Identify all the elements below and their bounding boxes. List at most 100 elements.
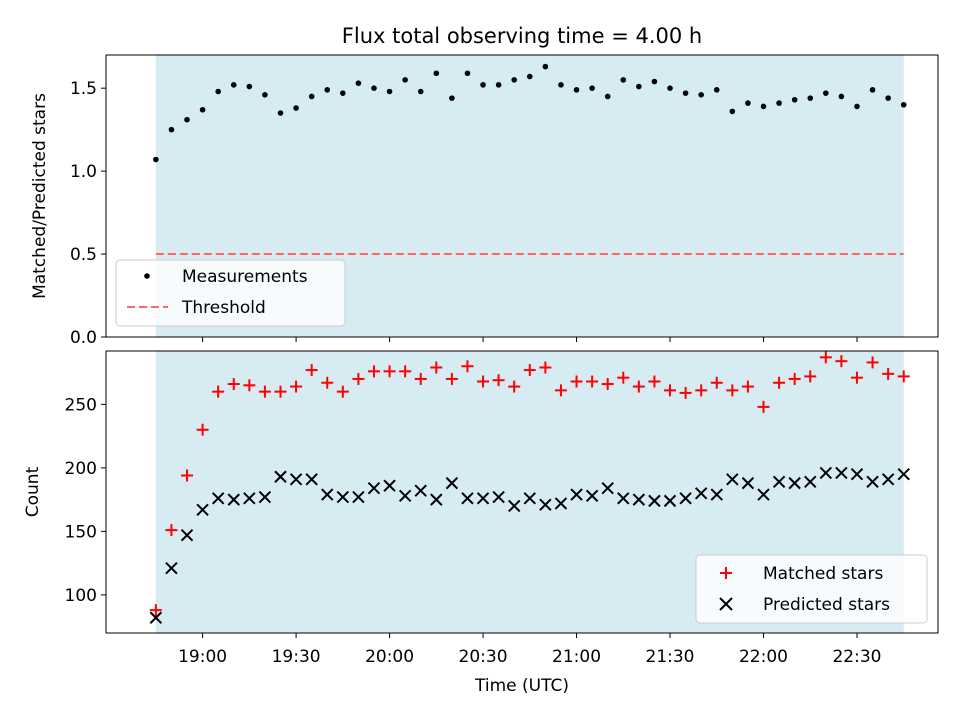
measurement-point — [558, 82, 564, 88]
matched-star-point — [554, 384, 567, 397]
legend-predicted-marker — [719, 597, 733, 611]
x-tick-label: 22:00 — [739, 647, 788, 667]
matched-star-point — [850, 371, 863, 384]
top-y-tick-label: 0.0 — [70, 328, 97, 348]
bottom-axes-frame — [105, 350, 939, 634]
measurement-point — [885, 95, 891, 101]
predicted-star-point — [648, 494, 661, 508]
predicted-star-point — [726, 473, 739, 486]
bottom-y-tick-label: 250 — [65, 395, 97, 415]
matched-star-point — [695, 384, 708, 397]
predicted-star-point — [414, 484, 427, 497]
predicted-star-point — [383, 479, 396, 492]
matched-star-point — [632, 380, 645, 393]
x-tick-label: 20:00 — [365, 647, 414, 667]
matched-star-point — [477, 375, 490, 388]
legend-threshold-label: Threshold — [181, 298, 266, 318]
matched-star-point — [819, 351, 832, 364]
top-y-tick-label: 1.0 — [70, 162, 97, 182]
matched-star-point — [367, 365, 380, 378]
predicted-star-point — [523, 492, 536, 505]
predicted-star-point — [430, 493, 443, 506]
matched-star-point — [445, 372, 458, 385]
matched-star-point — [430, 361, 443, 374]
predicted-star-point — [445, 476, 459, 490]
matched-star-point — [383, 365, 396, 378]
predicted-star-point — [492, 490, 505, 504]
measurement-point — [636, 83, 642, 90]
predicted-star-point — [601, 481, 614, 495]
measurement-point — [823, 90, 829, 96]
predicted-star-point — [570, 488, 583, 501]
bottom-y-tick-label: 150 — [65, 522, 97, 542]
matched-star-point — [586, 375, 599, 388]
matched-star-point — [804, 370, 817, 383]
matched-star-point — [399, 365, 412, 378]
predicted-star-point — [617, 492, 630, 505]
matched-star-point — [212, 385, 225, 398]
predicted-star-point — [866, 475, 879, 489]
predicted-star-point — [227, 493, 240, 506]
predicted-star-point — [258, 490, 272, 504]
matched-star-point — [321, 376, 334, 389]
matched-star-point — [835, 355, 848, 368]
bottom-x-ticks: 19:00 19:30 20:00 20:30 21:00 21:30 22:00 22:30 — [178, 633, 881, 667]
measurement-point — [246, 83, 253, 90]
bottom-y-axis-label: Count — [23, 466, 43, 517]
matched-star-point — [648, 375, 661, 388]
measurement-point — [682, 90, 689, 96]
top-legend-box — [115, 259, 346, 327]
predicted-star-point — [710, 488, 723, 501]
x-axis-label: Time (UTC) — [474, 676, 569, 696]
measurement-point — [526, 73, 533, 80]
legend-matched-marker — [720, 567, 732, 579]
predicted-star-point — [243, 492, 256, 505]
measurement-point — [340, 90, 346, 96]
predicted-star-point — [476, 492, 490, 505]
top-y-axis-label: Matched/Predicted stars — [30, 93, 50, 299]
matched-star-point — [492, 374, 505, 387]
matched-star-point — [570, 375, 583, 388]
measurement-point — [449, 95, 455, 101]
top-y-ticks: 0.0 0.5 1.0 1.5 — [70, 79, 106, 348]
measurement-point — [293, 105, 299, 111]
measurement-point — [262, 92, 268, 98]
x-tick-label: 19:30 — [272, 647, 321, 667]
predicted-star-point — [897, 468, 910, 481]
matched-star-point — [757, 400, 770, 413]
legend-measurements-label: Measurements — [182, 267, 308, 287]
matched-star-point — [336, 385, 349, 398]
predicted-star-point — [772, 475, 786, 489]
measurement-point — [168, 126, 175, 133]
matched-star-point — [523, 364, 536, 377]
measurement-point — [308, 93, 315, 100]
matched-star-point — [461, 360, 474, 373]
measurement-point — [495, 82, 502, 88]
measurement-point — [651, 78, 658, 85]
predicted-star-point — [352, 490, 365, 504]
matched-star-point — [897, 370, 910, 383]
predicted-star-point — [835, 466, 848, 480]
measurement-point — [589, 85, 595, 91]
measurement-point — [386, 88, 393, 95]
matched-star-point — [305, 364, 318, 377]
matched-star-point — [741, 380, 754, 393]
predicted-star-point — [554, 497, 568, 510]
measurement-point — [433, 70, 440, 77]
matched-star-point — [243, 379, 256, 392]
x-tick-label: 21:30 — [646, 647, 695, 667]
measurement-point — [371, 85, 377, 91]
top-legend: Measurements Threshold — [115, 259, 346, 327]
measurement-point — [215, 88, 221, 95]
matched-star-point — [664, 384, 677, 397]
matched-star-point — [149, 604, 162, 617]
matched-star-point — [508, 380, 521, 393]
predicted-star-point — [881, 473, 895, 486]
predicted-star-point — [274, 470, 287, 483]
matched-star-point — [290, 380, 303, 393]
predicted-star-point — [367, 481, 381, 495]
matched-star-point — [788, 372, 801, 385]
predicted-star-point — [663, 494, 677, 508]
measurement-point — [153, 156, 159, 163]
matched-star-point — [181, 469, 194, 482]
